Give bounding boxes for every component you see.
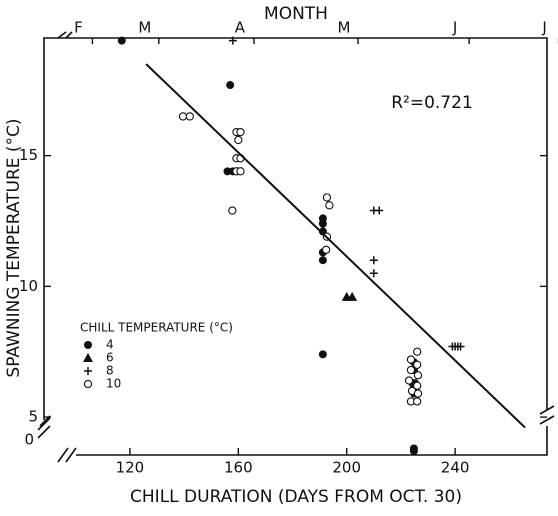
x-tick-label: 120 [116, 459, 145, 477]
legend-label: 6 [106, 351, 114, 365]
point [321, 245, 331, 254]
point [413, 381, 422, 390]
point [228, 206, 237, 215]
legend-marker [83, 353, 93, 362]
point [322, 193, 332, 202]
point [347, 291, 358, 301]
point [413, 347, 422, 356]
x-axis-title: CHILL DURATION (DAYS FROM OCT. 30) [130, 487, 462, 507]
point [369, 269, 378, 278]
top-axis-title: MONTH [264, 4, 328, 24]
annotation: R²=0.721 [391, 93, 473, 113]
top-tick-label: A [235, 19, 246, 37]
point [375, 206, 384, 215]
point [236, 167, 245, 176]
point [413, 371, 423, 380]
point [325, 201, 334, 210]
y-tick-label: 15 [19, 146, 38, 164]
point [413, 389, 423, 398]
top-tick-label: J [452, 19, 457, 37]
point [404, 376, 414, 385]
y-origin-label: 0 [24, 431, 34, 449]
point [318, 219, 327, 228]
y-tick-label: 10 [19, 277, 38, 295]
point [409, 447, 418, 456]
axis-break [37, 31, 555, 463]
legend-label: 4 [106, 338, 114, 352]
legend-title: CHILL TEMPERATURE (°C) [80, 321, 233, 335]
point [413, 397, 422, 406]
point [406, 365, 416, 375]
point [117, 36, 126, 45]
point [318, 256, 327, 265]
y-tick-label: 5 [28, 408, 38, 426]
point [178, 112, 188, 121]
legend-marker [84, 367, 92, 375]
frame-bottom [76, 426, 548, 456]
legend-label: 10 [106, 377, 121, 391]
frame-top [43, 37, 548, 420]
top-tick-label: J [541, 19, 546, 37]
point [369, 256, 378, 265]
top-tick-label: F [74, 19, 83, 37]
legend-marker [83, 379, 93, 389]
top-tick-label: M [338, 19, 351, 37]
point [413, 360, 422, 369]
frame [37, 31, 555, 463]
x-tick-label: 160 [224, 459, 253, 477]
y-axis-title: SPAWNING TEMPERATURE (°C) [4, 118, 24, 377]
point [406, 355, 416, 364]
point [318, 350, 327, 359]
legend-label: 8 [106, 364, 114, 378]
point [185, 112, 194, 121]
point [456, 342, 465, 351]
point [234, 135, 243, 145]
legend-marker [84, 341, 92, 349]
x-tick-label: 240 [441, 459, 470, 477]
point [228, 36, 237, 45]
fit-line [145, 63, 526, 429]
x-tick-label: 200 [332, 459, 361, 477]
point [236, 127, 245, 137]
point [226, 81, 235, 90]
top-tick-label: M [138, 19, 151, 37]
